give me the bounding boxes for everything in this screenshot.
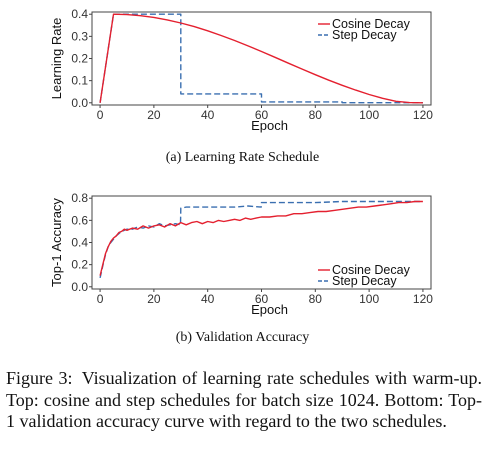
y-tick-label: 0.2	[71, 52, 88, 66]
x-axis-label: Epoch	[251, 118, 288, 133]
figure-caption-text: Visualization of learning rate schedules…	[6, 368, 482, 431]
figure-canvas: 0 20 40 60 80 100 120 0.0 0.1 0.2 0.3 0.4 Epoch Learn…	[49, 7, 433, 317]
series-step-decay-line	[99, 13, 423, 104]
series-cosine-decay-line	[99, 13, 423, 104]
x-tick-label: 0	[97, 108, 104, 122]
subcaption-b: (b) Validation Accuracy	[175, 330, 310, 345]
x-tick-label: 100	[359, 108, 379, 122]
x-tick-label: 80	[309, 108, 323, 122]
x-tick-label: 80	[309, 292, 323, 306]
series-cosine-decay-line	[99, 200, 423, 276]
legend-entry-label: Step Decay	[332, 274, 397, 288]
legend-entry-label: Step Decay	[332, 28, 397, 42]
x-tick-label: 60	[255, 292, 269, 306]
x-tick-label: 60	[255, 108, 269, 122]
x-tick-label: 100	[359, 292, 379, 306]
subcaption-a: (a) Learning Rate Schedule	[165, 150, 320, 165]
y-tick-label: 0.4	[71, 236, 88, 250]
figure-caption: Figure 3: Visualization of learning rate…	[6, 368, 482, 433]
y-tick-label: 0.3	[71, 29, 88, 43]
y-tick-label: 0.0	[71, 280, 88, 294]
y-tick-label: 0.8	[71, 191, 88, 205]
y-tick-label: 0.0	[71, 96, 88, 110]
x-axis-label: Epoch	[251, 302, 288, 317]
legend-entry-label: Cosine Decay	[332, 263, 411, 277]
chart-validation-accuracy: 0 20 40 60 80 100 120 0.0 0.2 0.4 0.6 0.8 Epoch Top-1…	[49, 191, 433, 317]
x-tick-label: 20	[147, 292, 161, 306]
x-tick-label: 40	[201, 108, 215, 122]
y-tick-label: 0.1	[71, 74, 88, 88]
y-tick-label: 0.4	[71, 7, 88, 21]
figure-label: Figure 3:	[6, 368, 73, 388]
x-tick-label: 120	[413, 108, 433, 122]
y-tick-label: 0.6	[71, 213, 88, 227]
x-tick-label: 20	[147, 108, 161, 122]
chart-learning-rate: 0 20 40 60 80 100 120 0.0 0.1 0.2 0.3 0.4 Epoch Learn…	[49, 7, 433, 133]
y-axis-label: Learning Rate	[49, 18, 64, 100]
x-tick-label: 40	[201, 292, 215, 306]
y-axis-label: Top-1 Accuracy	[49, 198, 64, 287]
x-tick-label: 0	[97, 292, 104, 306]
x-tick-label: 120	[413, 292, 433, 306]
y-tick-label: 0.2	[71, 258, 88, 272]
legend-entry-label: Cosine Decay	[332, 17, 411, 31]
